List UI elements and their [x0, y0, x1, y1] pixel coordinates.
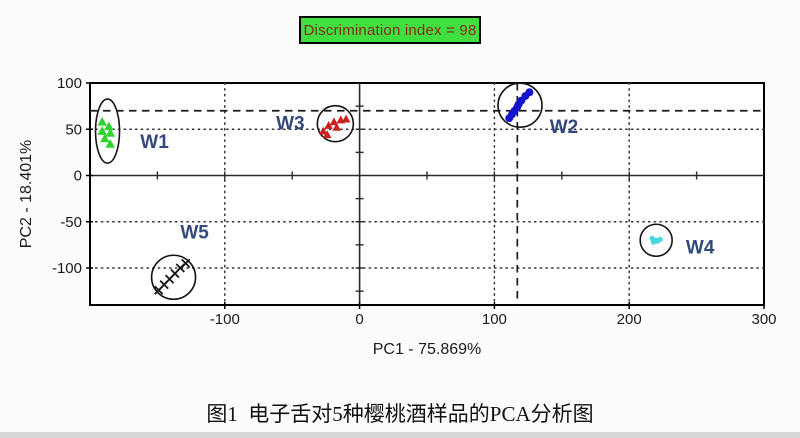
cluster-W5-outline: [150, 254, 197, 301]
cluster-W5-point: [181, 258, 191, 269]
cluster-W3-point: [324, 121, 333, 129]
y-tick-label: -50: [60, 214, 82, 231]
plot-frame: [89, 82, 765, 306]
cluster-label-W4: W4: [686, 237, 715, 258]
cluster-label-W3: W3: [276, 114, 305, 135]
x-tick-label: 100: [482, 311, 507, 328]
cluster-W3-point: [318, 126, 328, 135]
cluster-W3-outline: [316, 104, 355, 143]
y-tick-label: -100: [52, 260, 82, 277]
x-axis-title: PC1 - 75.869%: [373, 341, 482, 358]
x-tick-label: -100: [210, 311, 240, 328]
cluster-label-W1: W1: [140, 132, 169, 153]
cluster-W1-point: [105, 139, 115, 148]
cluster-W2-outline: [497, 82, 543, 128]
cluster-W2-point: [525, 88, 534, 97]
cluster-W3-point: [322, 130, 332, 139]
cluster-W1-point: [97, 126, 107, 135]
cluster-W4-outline: [639, 223, 673, 258]
discrimination-index-banner: Discrimination index = 98: [299, 16, 481, 44]
pca-plot-canvas: -100 0 100 200 300 100 50 0 -50 -100 PC1 - 75.869%…: [18, 75, 777, 358]
x-tick-label: 300: [751, 311, 776, 328]
cluster-W3-point: [341, 114, 351, 123]
cluster-W4-point: [650, 239, 657, 245]
cluster-W1-point: [105, 127, 115, 137]
cluster-W1-point: [100, 133, 110, 143]
y-tick-label: 50: [65, 121, 82, 138]
page-divider: [0, 432, 800, 438]
cluster-W3-point: [329, 117, 339, 126]
cluster-W1-outline: [94, 98, 121, 164]
cluster-W4-point: [654, 238, 661, 244]
x-tick-label: 0: [355, 311, 363, 328]
cluster-W3-point: [332, 122, 341, 131]
y-tick-label: 0: [74, 168, 82, 185]
figure-caption: 图1 电子舌对5种樱桃酒样品的PCA分析图: [206, 402, 594, 426]
pca-plot: -100 0 100 200 300 100 50 0 -50 -100 PC1 - 75.869%…: [0, 40, 800, 380]
y-axis-title: PC2 - 18.401%: [18, 140, 35, 249]
y-tick-label: 100: [57, 75, 82, 92]
x-tick-label: 200: [617, 311, 642, 328]
cluster-label-W5: W5: [180, 222, 209, 243]
cluster-W1-point: [97, 116, 107, 126]
cluster-label-W2: W2: [550, 117, 579, 138]
cluster-W1-point: [104, 121, 114, 131]
